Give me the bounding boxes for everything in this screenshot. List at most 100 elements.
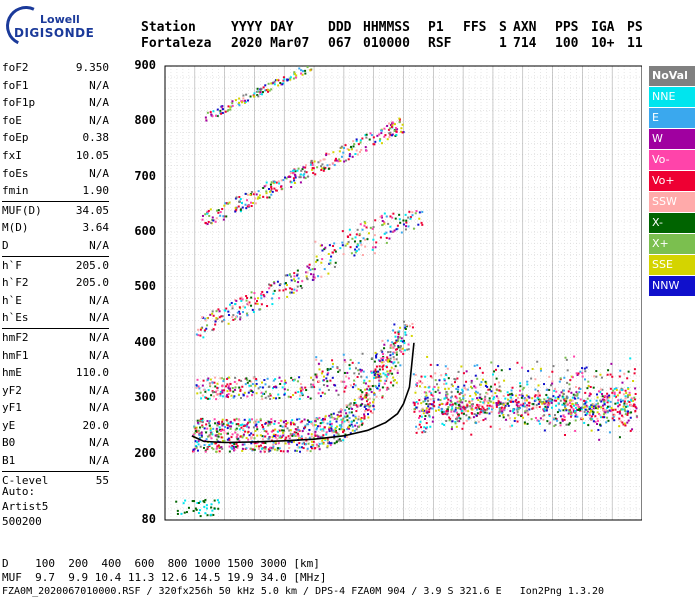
echo-pixel bbox=[262, 425, 265, 428]
echo-pixel bbox=[603, 412, 606, 415]
echo-pixel bbox=[363, 415, 366, 418]
echo-pixel bbox=[323, 167, 326, 170]
echo-pixel bbox=[255, 377, 258, 380]
echo-pixel bbox=[372, 143, 375, 146]
echo-pixel bbox=[445, 396, 448, 399]
echo-pixel bbox=[527, 395, 530, 398]
echo-pixel bbox=[434, 372, 437, 375]
param-row: h`F 205.0 bbox=[2, 257, 109, 275]
echo-pixel bbox=[231, 422, 234, 425]
echo-pixel bbox=[593, 404, 596, 407]
echo-pixel bbox=[413, 404, 416, 407]
echo-pixel bbox=[208, 382, 211, 385]
echo-pixel bbox=[520, 396, 523, 399]
echo-pixel bbox=[260, 303, 263, 306]
echo-pixel bbox=[233, 448, 236, 451]
echo-pixel bbox=[289, 396, 292, 399]
echo-pixel bbox=[267, 424, 270, 427]
echo-pixel bbox=[484, 411, 487, 414]
echo-pixel bbox=[289, 170, 292, 173]
echo-pixel bbox=[496, 389, 499, 392]
echo-pixel bbox=[403, 349, 406, 352]
echo-pixel bbox=[229, 108, 232, 111]
echo-pixel bbox=[415, 425, 418, 428]
echo-pixel bbox=[317, 275, 320, 278]
echo-pixel bbox=[461, 388, 464, 391]
echo-pixel bbox=[555, 399, 558, 402]
param-name: foF1p bbox=[2, 96, 36, 110]
echo-pixel bbox=[301, 168, 304, 171]
echo-pixel bbox=[536, 389, 539, 392]
echo-pixel bbox=[263, 430, 266, 433]
echo-pixel bbox=[281, 425, 284, 428]
echo-pixel bbox=[606, 373, 609, 376]
echo-pixel bbox=[536, 397, 539, 400]
echo-pixel bbox=[263, 379, 266, 382]
echo-pixel bbox=[429, 407, 432, 410]
echo-pixel bbox=[606, 392, 609, 395]
echo-pixel bbox=[381, 396, 384, 399]
echo-pixel bbox=[498, 414, 501, 417]
echo-pixel bbox=[212, 513, 215, 516]
echo-pixel bbox=[572, 404, 575, 407]
echo-pixel bbox=[461, 427, 464, 430]
param-row: hmF2 N/A bbox=[2, 329, 109, 347]
echo-pixel bbox=[215, 438, 218, 441]
echo-pixel bbox=[523, 421, 526, 424]
echo-pixel bbox=[330, 416, 333, 419]
echo-pixel bbox=[315, 375, 318, 378]
echo-pixel bbox=[463, 407, 466, 410]
echo-pixel bbox=[632, 399, 635, 402]
echo-pixel bbox=[459, 391, 462, 394]
echo-pixel bbox=[282, 450, 285, 453]
echo-pixel bbox=[500, 412, 503, 415]
echo-pixel bbox=[269, 394, 272, 397]
echo-pixel bbox=[211, 381, 214, 384]
echo-pixel bbox=[497, 400, 500, 403]
echo-pixel bbox=[208, 424, 211, 427]
echo-pixel bbox=[461, 401, 464, 404]
echo-pixel bbox=[610, 407, 613, 410]
echo-pixel bbox=[255, 445, 258, 448]
param-value: 3.64 bbox=[82, 221, 110, 235]
echo-pixel bbox=[276, 280, 279, 283]
echo-pixel bbox=[557, 397, 560, 400]
echo-pixel bbox=[263, 446, 266, 449]
echo-pixel bbox=[227, 432, 230, 435]
echo-pixel bbox=[223, 309, 226, 312]
echo-pixel bbox=[353, 143, 356, 146]
echo-pixel bbox=[265, 430, 268, 433]
echo-pixel bbox=[389, 215, 392, 218]
echo-pixel bbox=[366, 403, 369, 406]
echo-pixel bbox=[344, 416, 347, 419]
echo-pixel bbox=[562, 393, 565, 396]
echo-pixel bbox=[405, 225, 408, 228]
echo-pixel bbox=[583, 399, 586, 402]
echo-pixel bbox=[459, 399, 462, 402]
echo-pixel bbox=[221, 395, 224, 398]
echo-pixel bbox=[217, 421, 220, 424]
echo-pixel bbox=[238, 104, 241, 107]
echo-pixel bbox=[220, 446, 223, 449]
echo-pixel bbox=[348, 424, 351, 427]
echo-pixel bbox=[354, 424, 357, 427]
param-name: D bbox=[2, 238, 9, 252]
echo-pixel bbox=[360, 423, 363, 426]
legend-item-sse: SSE bbox=[649, 255, 695, 275]
echo-pixel bbox=[597, 390, 600, 393]
echo-pixel bbox=[584, 391, 587, 394]
echo-pixel bbox=[402, 223, 405, 226]
echo-pixel bbox=[235, 299, 238, 302]
echo-pixel bbox=[618, 375, 621, 378]
echo-pixel bbox=[208, 397, 211, 400]
echo-pixel bbox=[441, 422, 444, 425]
echo-pixel bbox=[267, 187, 270, 190]
echo-pixel bbox=[579, 370, 582, 373]
echo-pixel bbox=[611, 375, 614, 378]
echo-pixel bbox=[574, 412, 577, 415]
echo-pixel bbox=[425, 422, 428, 425]
echo-pixel bbox=[285, 284, 288, 287]
echo-pixel bbox=[183, 511, 186, 514]
echo-pixel bbox=[385, 215, 388, 218]
echo-pixel bbox=[293, 278, 296, 281]
